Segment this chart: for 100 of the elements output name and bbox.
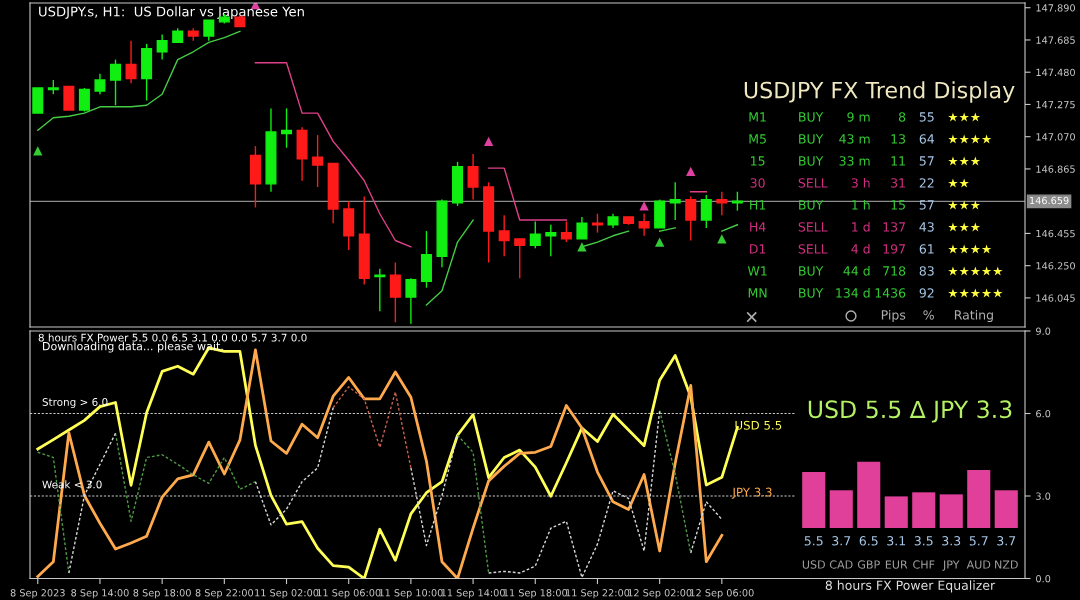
text: USDJPY FX Trend Display <box>744 81 1015 103</box>
chart-title: USD 5.5 ∆ JPY 3.3 <box>808 400 1012 423</box>
annotation: 92 <box>919 288 934 298</box>
candlestick <box>529 220 541 250</box>
bar <box>994 490 1018 528</box>
data-label: 3.7 <box>997 536 1016 546</box>
data-label: 3.3 <box>942 536 961 546</box>
x-tick-label: 11 Sep 22:00 <box>566 589 630 599</box>
candlestick <box>109 58 122 106</box>
annotation: 57 <box>919 156 934 166</box>
x-tick-label: 11 Sep 18:00 <box>503 589 568 599</box>
annotation: 1 h <box>852 199 870 210</box>
x-tick-label: 11 Sep 14:00 <box>441 589 505 599</box>
annotation: 43 m <box>839 134 870 144</box>
annotation: 55 <box>919 112 934 122</box>
point <box>577 242 587 252</box>
category-label: Pips <box>881 309 906 323</box>
candlestick <box>514 238 526 279</box>
annotation: H4 <box>750 222 766 232</box>
category-label: Rating <box>954 309 993 323</box>
annotation: 22 <box>919 178 934 188</box>
annotation: 1436 <box>875 288 906 298</box>
y-tick-label: 147.480 <box>1036 68 1075 77</box>
ref-line-label: 146.659 <box>1030 196 1069 205</box>
data-label: 3.5 <box>914 536 933 546</box>
chart-title: USDJPY.s, H1: US Dollar vs Japanese Yen <box>39 6 304 20</box>
annotation: 31 <box>891 178 905 188</box>
candlestick <box>560 220 572 243</box>
x-tick-label: 11 Sep 10:00 <box>379 589 443 599</box>
annotation: ★★★ <box>948 112 981 122</box>
annotation: W1 <box>747 266 767 276</box>
x-tick-label: NZD <box>995 560 1018 569</box>
x-tick-label: 8 Sep 2023 <box>10 589 65 599</box>
annotation: 718 <box>883 266 906 276</box>
y-tick-label: 147.070 <box>1036 133 1075 141</box>
annotation: JPY 3.3 <box>731 487 772 499</box>
annotation: USD 5.5 <box>735 420 782 430</box>
x-tick-label: EUR <box>885 560 908 569</box>
bar <box>884 496 908 528</box>
x-tick-label: 12 Sep 02:00 <box>628 589 692 599</box>
x-tick-label: 8 Sep 18:00 <box>133 589 191 599</box>
data-label: 3.7 <box>832 536 851 546</box>
y-tick-label: 6.0 <box>1036 409 1051 418</box>
x-tick-label: CAD <box>829 560 853 569</box>
ref-line-label: Strong > 6.0 <box>42 398 108 408</box>
bar <box>802 471 826 528</box>
candlestick <box>716 191 728 217</box>
annotation: BUY <box>799 112 824 122</box>
candlestick <box>281 107 293 149</box>
annotation: ★★★ <box>948 200 981 210</box>
x-tick-label: 8 Sep 14:00 <box>71 589 129 599</box>
annotation: D1 <box>750 244 766 254</box>
annotation: 15 <box>891 200 905 210</box>
point <box>33 146 43 156</box>
bar <box>912 492 936 528</box>
point <box>686 166 696 176</box>
candlestick <box>374 268 386 312</box>
annotation: 11 <box>891 156 905 166</box>
x-tick-label: USD <box>802 560 825 569</box>
candlestick <box>312 134 324 188</box>
data-label: 5.7 <box>969 536 988 546</box>
bar <box>939 494 963 528</box>
candlestick <box>669 181 681 221</box>
y-tick-label: 147.275 <box>1036 100 1075 109</box>
annotation: SELL <box>798 178 828 188</box>
x-tick-label: JPY <box>942 560 960 571</box>
annotation: 15 <box>751 156 765 166</box>
x-tick-label: 11 Sep 02:00 <box>255 589 319 599</box>
annotation: 1 d <box>852 221 870 232</box>
annotation: 137 <box>883 222 905 232</box>
category-label: % <box>923 310 934 320</box>
annotation: ★★★ <box>948 222 981 232</box>
y-tick-label: 0.0 <box>1036 574 1051 583</box>
bar <box>857 461 881 528</box>
annotation: 8 <box>898 112 906 122</box>
bar <box>967 469 991 528</box>
annotation: M1 <box>749 112 766 122</box>
point <box>483 136 494 147</box>
annotation: BUY <box>799 288 824 298</box>
candlestick <box>405 277 417 325</box>
y-tick-label: 146.045 <box>1036 294 1075 302</box>
candlestick <box>94 73 106 95</box>
annotation: 33 m <box>839 156 870 166</box>
x-tick-label: AUD <box>966 560 991 569</box>
annotation: ★★ <box>948 178 969 188</box>
annotation: BUY <box>799 266 824 276</box>
x-tick-label: 8 Sep 22:00 <box>195 589 254 599</box>
candlestick <box>156 33 168 61</box>
candlestick <box>125 40 137 84</box>
annotation: BUY <box>799 200 824 210</box>
data-label: 5.5 <box>804 536 823 546</box>
x-tick-label: GBP <box>857 560 880 569</box>
annotation: ★★★ <box>948 156 981 166</box>
y-tick-label: 3.0 <box>1036 492 1051 500</box>
bar <box>829 490 853 528</box>
annotation: 9 m <box>847 112 870 122</box>
annotation: ★★★★ <box>948 244 992 254</box>
y-tick-label: 147.685 <box>1036 36 1075 44</box>
candlestick <box>576 216 588 240</box>
annotation: MN <box>748 288 767 298</box>
